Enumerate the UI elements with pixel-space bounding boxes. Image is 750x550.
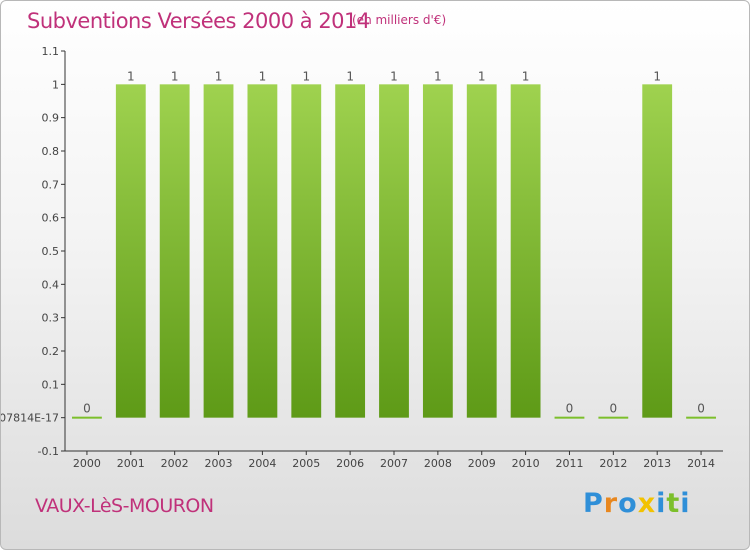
y-tick-label: 0.1: [42, 378, 60, 391]
x-tick-label: 2000: [73, 457, 101, 470]
y-tick-label: 0.2: [42, 345, 60, 358]
bar: [335, 84, 366, 418]
bar-chart: -0.1 1.3877787807814E-17 0.1 0.2 0.3 0.4 0.5 0.…: [1, 45, 723, 470]
y-tick-label: 0.7: [42, 178, 60, 191]
data-label: 1: [302, 69, 310, 83]
bar: [291, 84, 322, 418]
x-tick-label: 2007: [380, 457, 408, 470]
x-tick-label: 2002: [161, 457, 189, 470]
x-tick-label: 2001: [117, 457, 145, 470]
data-label: 1: [653, 69, 661, 83]
bar: [554, 416, 585, 419]
proxiti-logo: Proxiti: [583, 488, 691, 519]
data-label: 1: [478, 69, 486, 83]
logo-letter: o: [618, 488, 638, 519]
bar: [422, 84, 453, 418]
data-label: 1: [346, 69, 354, 83]
y-tick-label: -0.1: [38, 445, 59, 458]
y-tick-label: 1.1: [42, 45, 60, 58]
data-label: 1: [522, 69, 530, 83]
data-label: 1: [259, 69, 267, 83]
y-tick-label: 1: [52, 78, 59, 91]
y-tick-label: 1.3877787807814E-17: [1, 412, 59, 425]
data-label: 0: [566, 402, 574, 416]
x-tick-label: 2008: [424, 457, 452, 470]
logo-letter: r: [603, 488, 619, 519]
commune-name: VAUX-LèS-MOURON: [35, 495, 214, 517]
bar: [115, 84, 146, 418]
bar: [598, 416, 629, 419]
data-label: 1: [171, 69, 179, 83]
data-label: 1: [434, 69, 442, 83]
y-tick-label: 0.6: [42, 212, 60, 225]
logo-letter: i: [656, 488, 667, 519]
y-tick-label: 0.3: [42, 312, 60, 325]
chart-title: Subventions Versées 2000 à 2014: [27, 9, 370, 33]
data-label: 1: [390, 69, 398, 83]
x-tick-label: 2009: [468, 457, 496, 470]
bar: [466, 84, 497, 418]
bar: [686, 416, 716, 419]
bar: [159, 84, 190, 418]
bar: [379, 84, 409, 418]
logo-letter: t: [666, 488, 681, 519]
x-tick-label: 2004: [248, 457, 276, 470]
x-tick-label: 2003: [205, 457, 233, 470]
bar: [642, 84, 673, 418]
x-tick-label: 2012: [599, 457, 627, 470]
bar: [203, 84, 234, 418]
x-tick-label: 2013: [643, 457, 671, 470]
bar: [72, 416, 102, 419]
y-tick-label: 0.8: [42, 145, 60, 158]
data-label: 1: [127, 69, 135, 83]
bar: [510, 84, 541, 418]
x-tick-label: 2005: [292, 457, 320, 470]
logo-letter: i: [680, 488, 691, 519]
logo-letter: P: [583, 488, 604, 519]
y-tick-label: 0.9: [42, 112, 60, 125]
bar: [247, 84, 278, 418]
data-label: 1: [215, 69, 223, 83]
chart-unit: (en milliers d'€): [352, 13, 447, 27]
logo-letter: x: [637, 488, 657, 519]
y-tick-label: 0.4: [42, 278, 60, 291]
data-label: 0: [697, 402, 705, 416]
x-tick-label: 2010: [512, 457, 540, 470]
x-tick-label: 2006: [336, 457, 364, 470]
data-label: 0: [83, 402, 91, 416]
x-tick-label: 2014: [687, 457, 715, 470]
x-tick-label: 2011: [555, 457, 583, 470]
y-tick-label: 0.5: [42, 245, 60, 258]
data-label: 0: [610, 402, 618, 416]
